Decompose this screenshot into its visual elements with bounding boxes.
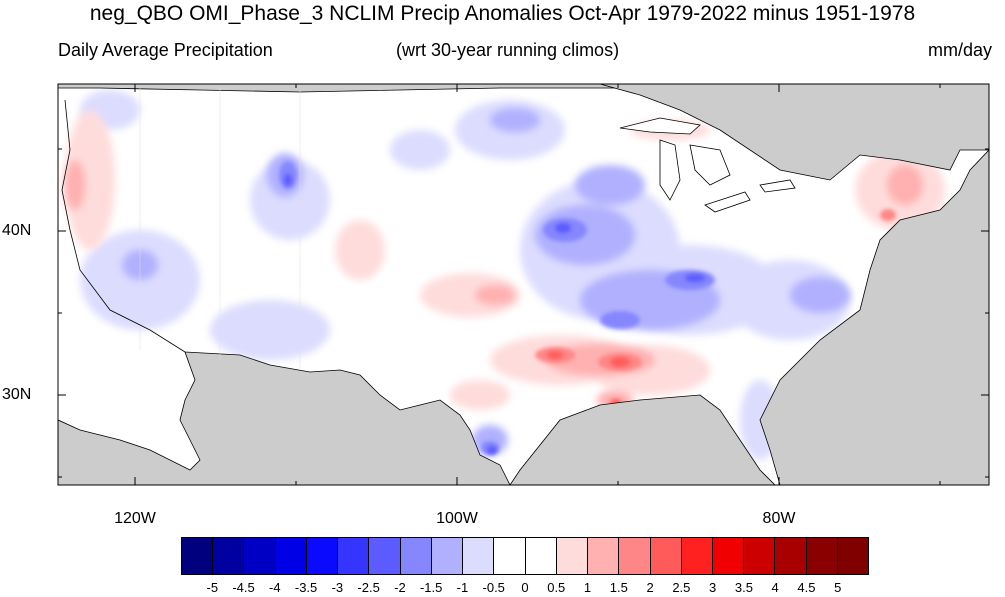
anomaly-field [65, 90, 945, 460]
colorbar-box [244, 538, 276, 574]
colorbar-box [463, 538, 495, 574]
colorbar-box [588, 538, 620, 574]
units-label: mm/day [927, 40, 992, 60]
great-lakes [619, 117, 796, 213]
lon-label-120w: 120W [114, 510, 156, 527]
colorbar-box [525, 538, 557, 574]
colorbar-box [806, 538, 838, 574]
colorbar-label: -2 [394, 580, 406, 595]
colorbar-box [306, 538, 339, 574]
colorbar-box [619, 538, 651, 574]
colorbar-box [837, 538, 869, 574]
reference-label: (wrt 30-year running climos) [396, 40, 620, 60]
colorbar-box [744, 538, 776, 574]
colorbar-box [182, 538, 214, 574]
lat-label-40n: 40N [2, 222, 32, 239]
colorbar-box [681, 538, 713, 574]
colorbar-box [213, 538, 245, 574]
colorbar-label: -2.5 [357, 580, 380, 595]
colorbar-label: 1.5 [609, 580, 628, 595]
colorbar-label: -0.5 [482, 580, 505, 595]
colorbar-box [712, 538, 745, 574]
colorbar-label: 2 [646, 580, 654, 595]
map-frame [57, 83, 990, 486]
colorbar [181, 537, 869, 575]
lon-label-100w: 100W [436, 510, 478, 527]
colorbar-box [494, 538, 526, 574]
colorbar-box [556, 538, 589, 574]
colorbar-label: 1 [583, 580, 592, 595]
colorbar-label: -4.5 [232, 580, 255, 595]
colorbar-label: 3.5 [734, 580, 753, 595]
colorbar-label: -1 [456, 580, 469, 595]
colorbar-box [431, 538, 464, 574]
colorbar-label: 0.5 [547, 580, 566, 595]
colorbar-label: 5 [834, 580, 842, 595]
colorbar-label: 4.5 [797, 580, 816, 595]
colorbar-label: -1.5 [419, 580, 443, 595]
variable-label: Daily Average Precipitation [58, 40, 273, 60]
lon-label-80w: 80W [762, 510, 796, 527]
lat-label-30n: 30N [2, 386, 32, 403]
land-mask [58, 84, 989, 485]
colorbar-box [369, 538, 401, 574]
colorbar-label: -3 [331, 580, 344, 595]
colorbar-label: 2.5 [672, 580, 691, 595]
colorbar-label: 0 [521, 580, 529, 595]
map-title: neg_QBO OMI_Phase_3 NCLIM Precip Anomali… [89, 2, 916, 25]
colorbar-label: -5 [206, 580, 219, 595]
colorbar-label: 3 [709, 580, 717, 595]
colorbar-label: -3.5 [294, 580, 318, 595]
colorbar-box [650, 538, 682, 574]
colorbar-label: -4 [269, 580, 281, 595]
colorbar-box [275, 538, 307, 574]
colorbar-label: 4 [771, 580, 779, 595]
colorbar-box [775, 538, 807, 574]
colorbar-box [400, 538, 432, 574]
colorbar-box [338, 538, 370, 574]
